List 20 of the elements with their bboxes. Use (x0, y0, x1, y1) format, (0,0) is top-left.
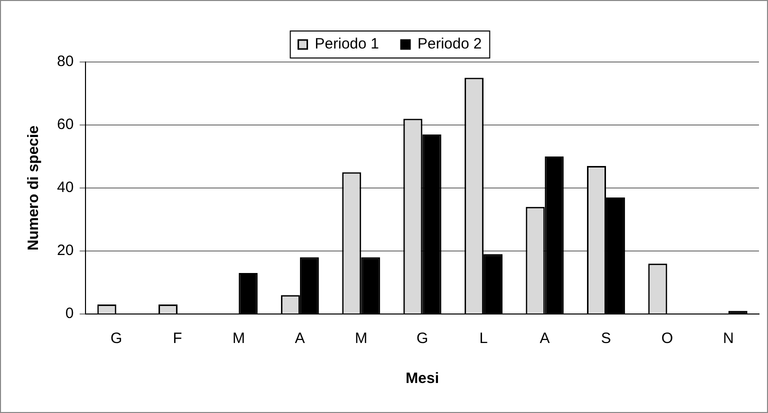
y-tick-label: 20 (56, 242, 74, 260)
y-tick-label: 80 (56, 53, 74, 70)
x-tick-label: G (416, 330, 428, 348)
y-tick-label: 60 (56, 116, 74, 134)
x-tick-label: S (600, 330, 611, 348)
x-tick-label: O (661, 330, 674, 348)
legend-label: Periodo 1 (314, 36, 380, 53)
x-tick-label: G (110, 330, 122, 348)
x-tick-label: N (722, 330, 734, 348)
legend-label: Periodo 2 (418, 36, 482, 53)
y-axis-title: Numero di specie (25, 125, 42, 251)
x-tick-label: A (540, 330, 550, 348)
y-tick-label: 0 (65, 305, 74, 322)
x-tick-label: F (172, 330, 182, 348)
x-axis-title: Mesi (406, 370, 440, 388)
x-tick-label: M (232, 330, 245, 348)
x-tick-label: A (294, 330, 305, 348)
x-tick-label: M (354, 330, 368, 348)
y-tick-label: 40 (56, 179, 74, 196)
x-tick-label: L (479, 330, 488, 348)
